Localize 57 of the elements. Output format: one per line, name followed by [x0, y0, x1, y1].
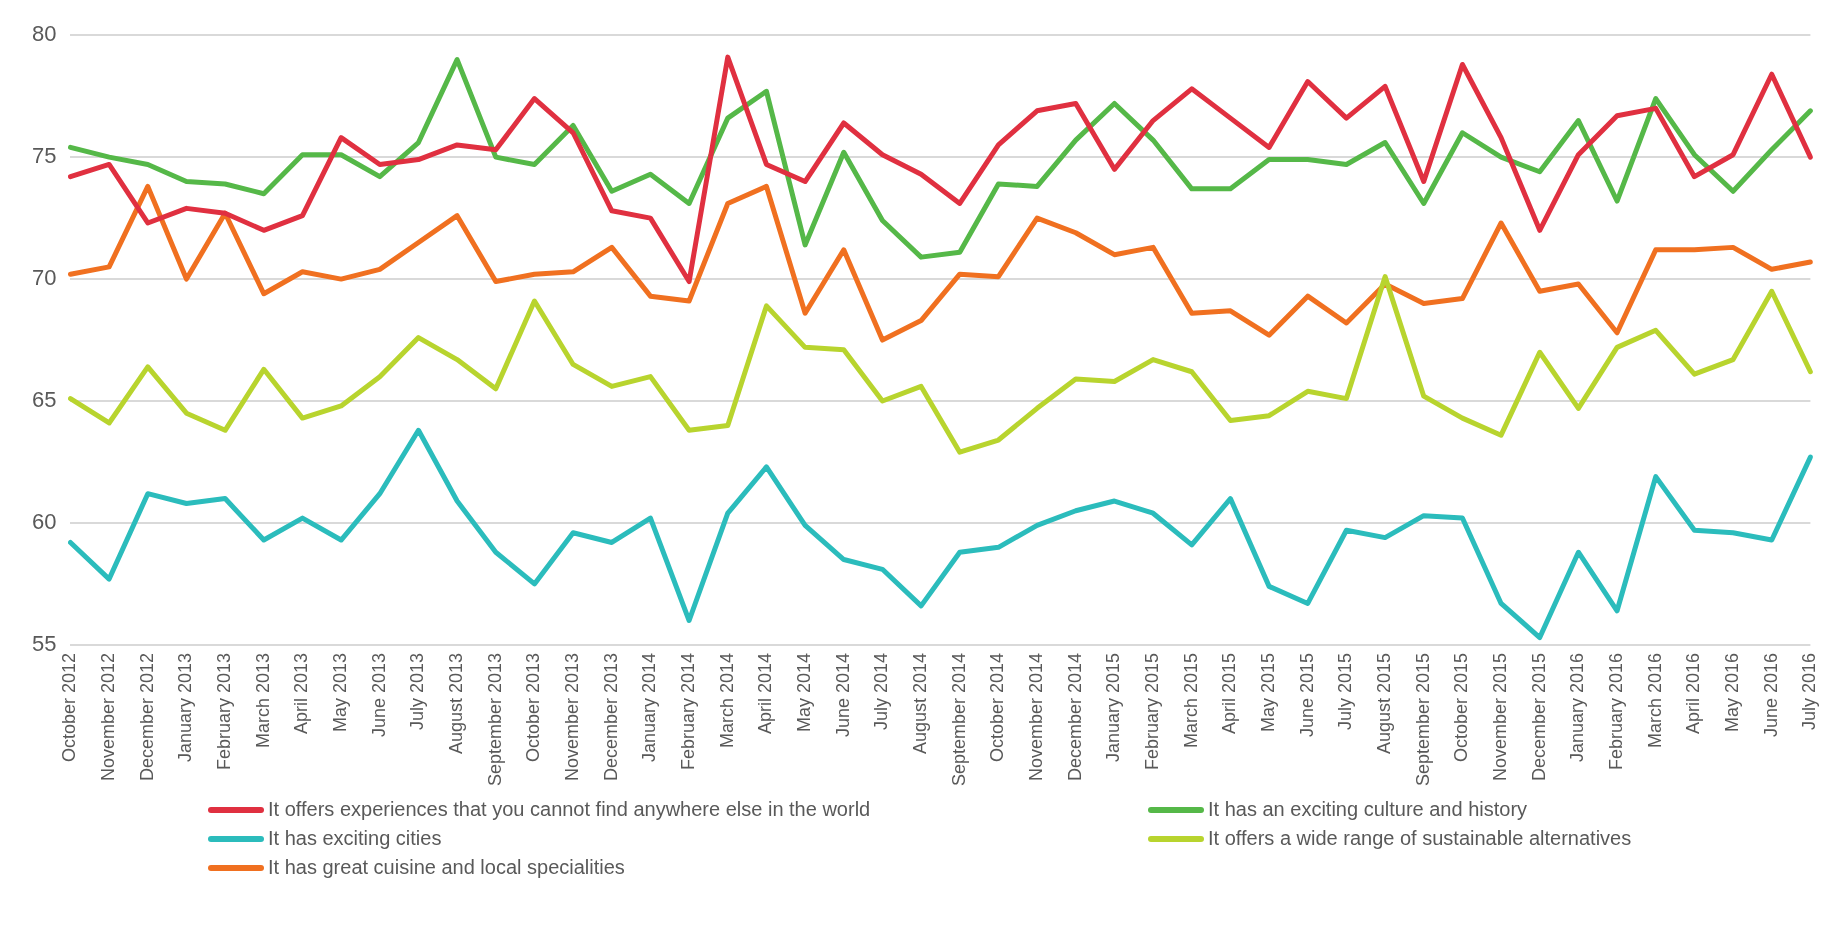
y-tick-label: 60: [31, 509, 57, 535]
x-tick-label: June 2013: [368, 652, 389, 737]
x-tick-label: October 2014: [987, 652, 1008, 762]
x-tick-label: January 2013: [175, 652, 196, 762]
legend-label: It has an exciting culture and history: [1208, 798, 1528, 821]
x-tick-label: June 2016: [1760, 652, 1781, 737]
x-tick-label: April 2016: [1683, 652, 1704, 734]
x-tick-label: February 2016: [1606, 652, 1627, 770]
x-tick-label: January 2014: [639, 652, 660, 762]
x-tick-label: September 2015: [1412, 652, 1433, 786]
x-tick-label: February 2014: [678, 652, 699, 770]
x-tick-label: March 2014: [716, 652, 737, 748]
x-tick-label: January 2015: [1103, 652, 1124, 762]
legend-label: It has exciting cities: [268, 827, 442, 850]
x-tick-label: May 2014: [794, 652, 815, 732]
legend-label: It offers experiences that you cannot find anywhere else in the world: [268, 798, 871, 821]
x-tick-label: March 2013: [252, 652, 273, 748]
x-tick-label: December 2015: [1528, 652, 1549, 781]
x-tick-label: October 2012: [59, 652, 80, 762]
x-tick-label: July 2013: [407, 652, 428, 730]
x-tick-label: April 2013: [291, 652, 312, 734]
x-tick-label: May 2015: [1258, 652, 1279, 732]
y-tick-label: 55: [31, 630, 57, 656]
x-tick-label: November 2012: [98, 652, 119, 781]
x-tick-label: May 2013: [330, 652, 351, 732]
x-tick-label: July 2014: [871, 652, 892, 730]
x-tick-label: March 2016: [1644, 652, 1665, 748]
x-tick-label: August 2013: [446, 652, 467, 754]
x-tick-label: July 2015: [1335, 652, 1356, 730]
x-tick-label: September 2014: [948, 652, 969, 786]
x-tick-label: November 2013: [562, 652, 583, 781]
x-tick-label: April 2015: [1219, 652, 1240, 734]
x-tick-label: June 2014: [832, 652, 853, 737]
y-tick-label: 80: [31, 21, 57, 47]
legend-label: It has great cuisine and local specialities: [268, 856, 625, 879]
y-tick-label: 65: [31, 387, 57, 413]
x-tick-label: January 2016: [1567, 652, 1588, 762]
x-tick-label: November 2014: [1026, 652, 1047, 781]
x-tick-label: March 2015: [1180, 652, 1201, 748]
x-tick-label: August 2014: [910, 652, 931, 754]
legend-label: It offers a wide range of sustainable alternatives: [1208, 827, 1632, 850]
x-tick-label: November 2015: [1490, 652, 1511, 781]
x-tick-label: June 2015: [1296, 652, 1317, 737]
x-tick-label: October 2013: [523, 652, 544, 762]
y-tick-label: 70: [31, 265, 57, 291]
x-tick-label: February 2015: [1142, 652, 1163, 770]
x-tick-label: August 2015: [1374, 652, 1395, 754]
y-tick-label: 75: [31, 143, 57, 169]
x-tick-label: February 2013: [214, 652, 235, 770]
x-tick-label: December 2013: [600, 652, 621, 781]
x-tick-label: July 2016: [1799, 652, 1820, 730]
x-tick-label: April 2014: [755, 652, 776, 734]
x-tick-label: December 2014: [1064, 652, 1085, 781]
x-tick-label: December 2012: [136, 652, 157, 781]
x-tick-label: May 2016: [1722, 652, 1743, 732]
x-tick-label: October 2015: [1451, 652, 1472, 762]
x-tick-label: September 2013: [484, 652, 505, 786]
